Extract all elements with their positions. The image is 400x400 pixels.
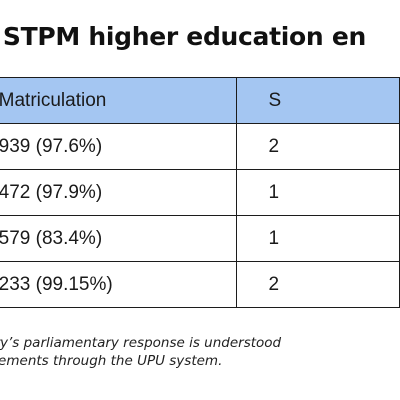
table-row: 233 (99.15%) 2 xyxy=(0,261,400,308)
table-cell-matriculation: 939 (97.6%) xyxy=(0,123,237,170)
footnote-line-1: ation Ministry’s parliamentary response … xyxy=(0,335,282,351)
table-cell-stpm: 2 xyxy=(235,261,400,308)
page-title: n vs STPM higher education en xyxy=(0,22,366,51)
footnote-line-2: ded via placements through the UPU syste… xyxy=(0,353,223,369)
footnote: ation Ministry’s parliamentary response … xyxy=(0,334,400,370)
table-cell-stpm: 1 xyxy=(235,215,400,262)
header-cell-matriculation: Matriculation xyxy=(0,77,237,124)
header-cell-stpm: S xyxy=(235,77,400,124)
table-header-row: Matriculation S xyxy=(0,77,400,124)
table-cell-stpm: 1 xyxy=(235,169,400,216)
enrolment-table: Matriculation S 939 (97.6%) 2 472 (97.9%… xyxy=(0,77,400,308)
data-table-container: Matriculation S 939 (97.6%) 2 472 (97.9%… xyxy=(0,77,400,308)
table-cell-stpm: 2 xyxy=(235,123,400,170)
table-row: 579 (83.4%) 1 xyxy=(0,215,400,262)
table-cell-matriculation: 579 (83.4%) xyxy=(0,215,237,262)
table-row: 472 (97.9%) 1 xyxy=(0,169,400,216)
table-row: 939 (97.6%) 2 xyxy=(0,123,400,170)
table-cell-matriculation: 472 (97.9%) xyxy=(0,169,237,216)
table-cell-matriculation: 233 (99.15%) xyxy=(0,261,237,308)
